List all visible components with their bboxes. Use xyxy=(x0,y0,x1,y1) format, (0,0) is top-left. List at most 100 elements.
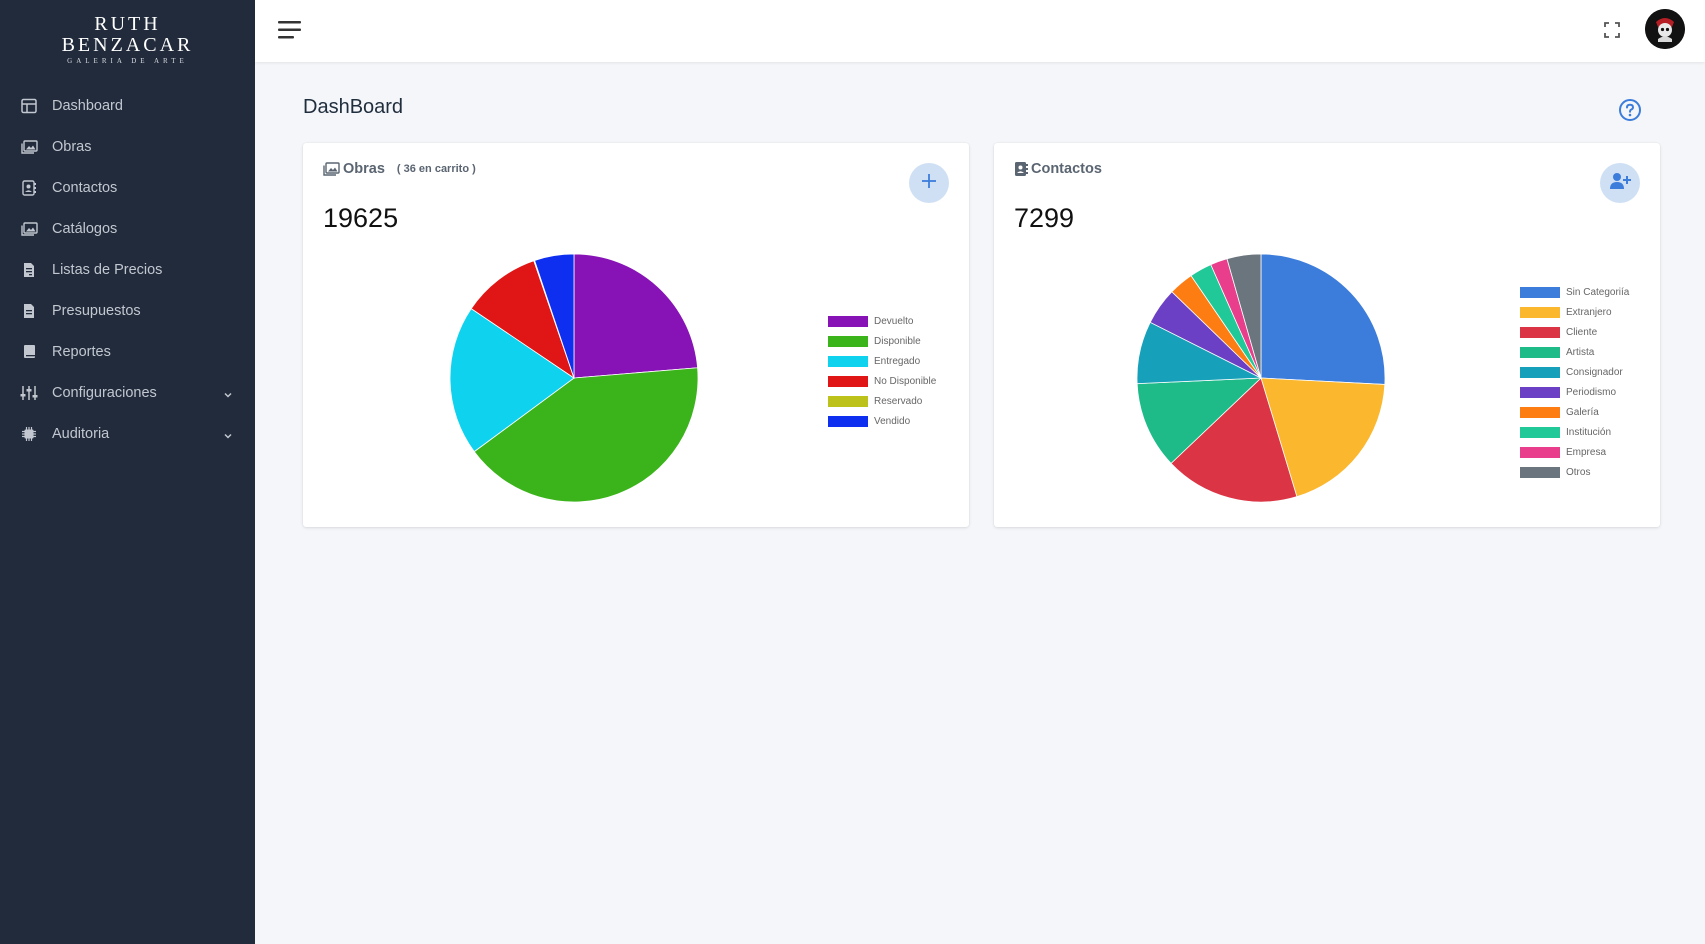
chevron-down-icon xyxy=(223,386,233,404)
legend-swatch xyxy=(1520,426,1560,438)
sidebar-item-label: Contactos xyxy=(52,179,118,196)
sidebar-item-contactos[interactable]: Contactos xyxy=(0,167,255,208)
pie-slice-entregado[interactable] xyxy=(449,308,575,453)
page-title: DashBoard xyxy=(303,96,404,118)
legend-label: Galería xyxy=(1566,406,1599,418)
legend-label: Artista xyxy=(1566,346,1595,358)
pie-slice-otros[interactable] xyxy=(1226,253,1262,379)
user-avatar[interactable] xyxy=(1645,9,1685,49)
images-icon xyxy=(20,220,38,238)
book-icon xyxy=(20,343,38,361)
brand-name-line2: BENZACAR xyxy=(61,33,194,56)
legend-item-sin-categoriia[interactable]: Sin Categoriía xyxy=(1520,282,1629,302)
hamburger-menu-icon[interactable] xyxy=(277,19,303,41)
add-contact-button[interactable] xyxy=(1600,163,1640,203)
sidebar-item-label: Reportes xyxy=(52,343,111,360)
legend-label: No Disponible xyxy=(874,375,937,387)
contactos-total: 7299 xyxy=(1014,203,1075,233)
address-book-icon xyxy=(20,179,38,197)
pie-slice-disponible[interactable] xyxy=(473,367,699,503)
add-obra-button[interactable] xyxy=(909,163,949,203)
legend-item-reservado[interactable]: Reservado xyxy=(828,391,936,411)
sidebar-nav: Dashboard Obras Contactos Catálogos List… xyxy=(0,85,255,454)
legend-swatch xyxy=(1520,346,1560,358)
sidebar-item-obras[interactable]: Obras xyxy=(0,126,255,167)
sidebar-item-configuraciones[interactable]: Configuraciones xyxy=(0,372,255,413)
help-icon[interactable] xyxy=(1618,98,1642,122)
obras-total: 19625 xyxy=(323,203,399,233)
legend-swatch xyxy=(828,355,868,367)
pie-slice-devuelto[interactable] xyxy=(573,253,699,379)
obras-card-title: Obras xyxy=(343,161,385,177)
legend-swatch xyxy=(1520,406,1560,418)
pie-slice-sin-categoriia[interactable] xyxy=(1260,253,1386,385)
legend-label: Periodismo xyxy=(1566,386,1617,398)
legend-swatch xyxy=(1520,286,1560,298)
legend-swatch xyxy=(828,415,868,427)
sidebar: RUTH BENZACAR GALERIA DE ARTE Dashboard … xyxy=(0,0,255,944)
sidebar-item-dashboard[interactable]: Dashboard xyxy=(0,85,255,126)
sliders-icon xyxy=(20,384,38,402)
sidebar-item-presupuestos[interactable]: Presupuestos xyxy=(0,290,255,331)
legend-item-devuelto[interactable]: Devuelto xyxy=(828,311,936,331)
legend-swatch xyxy=(828,315,868,327)
images-icon xyxy=(20,138,38,156)
legend-item-no-disponible[interactable]: No Disponible xyxy=(828,371,936,391)
legend-swatch xyxy=(1520,386,1560,398)
legend-item-vendido[interactable]: Vendido xyxy=(828,411,936,431)
pie-slice-extranjero[interactable] xyxy=(1260,377,1386,498)
chevron-down-icon xyxy=(223,427,233,445)
file-text-icon xyxy=(20,302,38,320)
legend-item-institucion[interactable]: Institución xyxy=(1520,422,1629,442)
images-icon xyxy=(323,162,340,176)
legend-item-consignador[interactable]: Consignador xyxy=(1520,362,1629,382)
sidebar-item-catalogos[interactable]: Catálogos xyxy=(0,208,255,249)
pie-slice-artista[interactable] xyxy=(1136,377,1263,464)
contactos-chart-legend: Sin Categoriía Extranjero Cliente Artista Co… xyxy=(1520,282,1629,482)
legend-swatch xyxy=(1520,306,1560,318)
legend-label: Sin Categoriía xyxy=(1566,286,1630,298)
sidebar-item-reportes[interactable]: Reportes xyxy=(0,331,255,372)
obras-cart-count: ( 36 en carrito ) xyxy=(396,163,476,175)
legend-label: Reservado xyxy=(874,395,923,407)
obras-pie-chart xyxy=(449,253,699,503)
legend-label: Vendido xyxy=(874,415,911,427)
fullscreen-icon[interactable] xyxy=(1602,20,1622,40)
legend-item-galeria[interactable]: Galería xyxy=(1520,402,1629,422)
contactos-card-title: Contactos xyxy=(1031,161,1102,177)
legend-label: Institución xyxy=(1566,426,1612,438)
legend-swatch xyxy=(1520,466,1560,478)
pie-slice-no-disponible[interactable] xyxy=(470,260,575,379)
legend-swatch xyxy=(828,395,868,407)
topbar xyxy=(255,0,1705,62)
legend-swatch xyxy=(828,375,868,387)
legend-label: Empresa xyxy=(1566,446,1607,458)
legend-swatch xyxy=(1520,446,1560,458)
legend-item-cliente[interactable]: Cliente xyxy=(1520,322,1629,342)
legend-item-empresa[interactable]: Empresa xyxy=(1520,442,1629,462)
pie-slice-vendido[interactable] xyxy=(534,253,575,379)
legend-item-periodismo[interactable]: Periodismo xyxy=(1520,382,1629,402)
sidebar-item-auditoria[interactable]: Auditoria xyxy=(0,413,255,454)
address-book-icon xyxy=(1014,161,1028,177)
pie-slice-cliente[interactable] xyxy=(1170,377,1298,503)
sidebar-item-label: Presupuestos xyxy=(52,302,141,319)
contactos-card: Contactos 7299 Sin Categoriía Extranjero C… xyxy=(994,143,1660,527)
legend-swatch xyxy=(828,335,868,347)
brand-logo[interactable]: RUTH BENZACAR GALERIA DE ARTE xyxy=(0,0,255,76)
sidebar-item-label: Catálogos xyxy=(52,220,118,237)
plus-icon xyxy=(920,172,938,195)
obras-chart-legend: Devuelto Disponible Entregado No Disponible… xyxy=(828,311,936,431)
legend-item-disponible[interactable]: Disponible xyxy=(828,331,936,351)
legend-label: Disponible xyxy=(874,335,921,347)
legend-item-artista[interactable]: Artista xyxy=(1520,342,1629,362)
contactos-pie-chart xyxy=(1136,253,1386,503)
sidebar-item-listas-de-precios[interactable]: Listas de Precios xyxy=(0,249,255,290)
legend-label: Cliente xyxy=(1566,326,1598,338)
legend-item-otros[interactable]: Otros xyxy=(1520,462,1629,482)
legend-item-extranjero[interactable]: Extranjero xyxy=(1520,302,1629,322)
legend-item-entregado[interactable]: Entregado xyxy=(828,351,936,371)
legend-label: Consignador xyxy=(1566,366,1623,378)
sidebar-item-label: Configuraciones xyxy=(52,384,157,401)
table-icon xyxy=(20,97,38,115)
